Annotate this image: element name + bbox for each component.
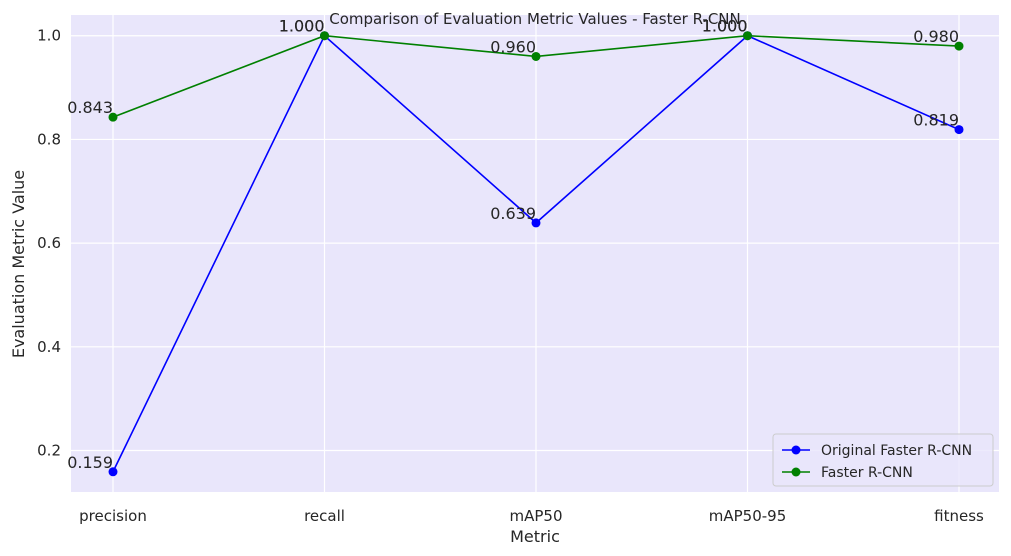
data-point (954, 41, 964, 51)
data-label: 0.639 (490, 204, 536, 223)
data-point (108, 467, 118, 477)
x-tick-label: mAP50-95 (709, 507, 787, 525)
x-tick-label: precision (79, 507, 147, 525)
y-axis-label: Evaluation Metric Value (9, 170, 28, 358)
y-tick-label: 1.0 (37, 27, 61, 45)
legend-box (772, 433, 994, 487)
data-label: 0.159 (67, 453, 113, 472)
x-axis-label: Metric (510, 527, 560, 546)
y-tick-label: 0.2 (37, 442, 61, 460)
data-label: 1.000 (279, 17, 325, 36)
data-label: 0.819 (913, 111, 959, 130)
data-label: 0.843 (67, 98, 113, 117)
data-point (954, 125, 964, 135)
data-label: 0.960 (490, 37, 536, 56)
data-point (743, 31, 752, 41)
data-label: 0.980 (913, 27, 959, 46)
legend-label: Original Faster R-CNN (821, 443, 972, 459)
x-tick-label: fitness (934, 507, 984, 525)
legend-swatch-marker (791, 445, 801, 455)
y-tick-label: 0.4 (37, 338, 61, 356)
legend-label: Faster R-CNN (821, 465, 913, 481)
data-label: 1.000 (702, 17, 748, 36)
data-label: 1.000 (279, 17, 325, 36)
data-point (108, 112, 118, 122)
y-tick-labels: 0.2 0.4 0.6 0.8 1.0 (37, 27, 61, 460)
chart-title: Comparison of Evaluation Metric Values -… (329, 10, 741, 28)
x-tick-label: recall (304, 507, 345, 525)
legend-swatch-marker (791, 467, 801, 477)
plot-area (71, 15, 999, 492)
grid (71, 15, 999, 492)
data-point (531, 218, 541, 228)
data-label: 1.000 (702, 17, 748, 36)
x-tick-label: mAP50 (509, 507, 562, 525)
data-point (320, 31, 329, 41)
data-point (531, 51, 541, 61)
series-layer (108, 31, 964, 477)
x-tick-labels: precision recall mAP50 mAP50-95 fitness (79, 507, 984, 525)
legend: Original Faster R-CNN Faster R-CNN (772, 433, 994, 487)
y-tick-label: 0.6 (37, 234, 61, 252)
data-labels: 0.1591.0000.6391.0000.8190.8431.0000.960… (67, 17, 959, 472)
y-tick-label: 0.8 (37, 130, 61, 148)
